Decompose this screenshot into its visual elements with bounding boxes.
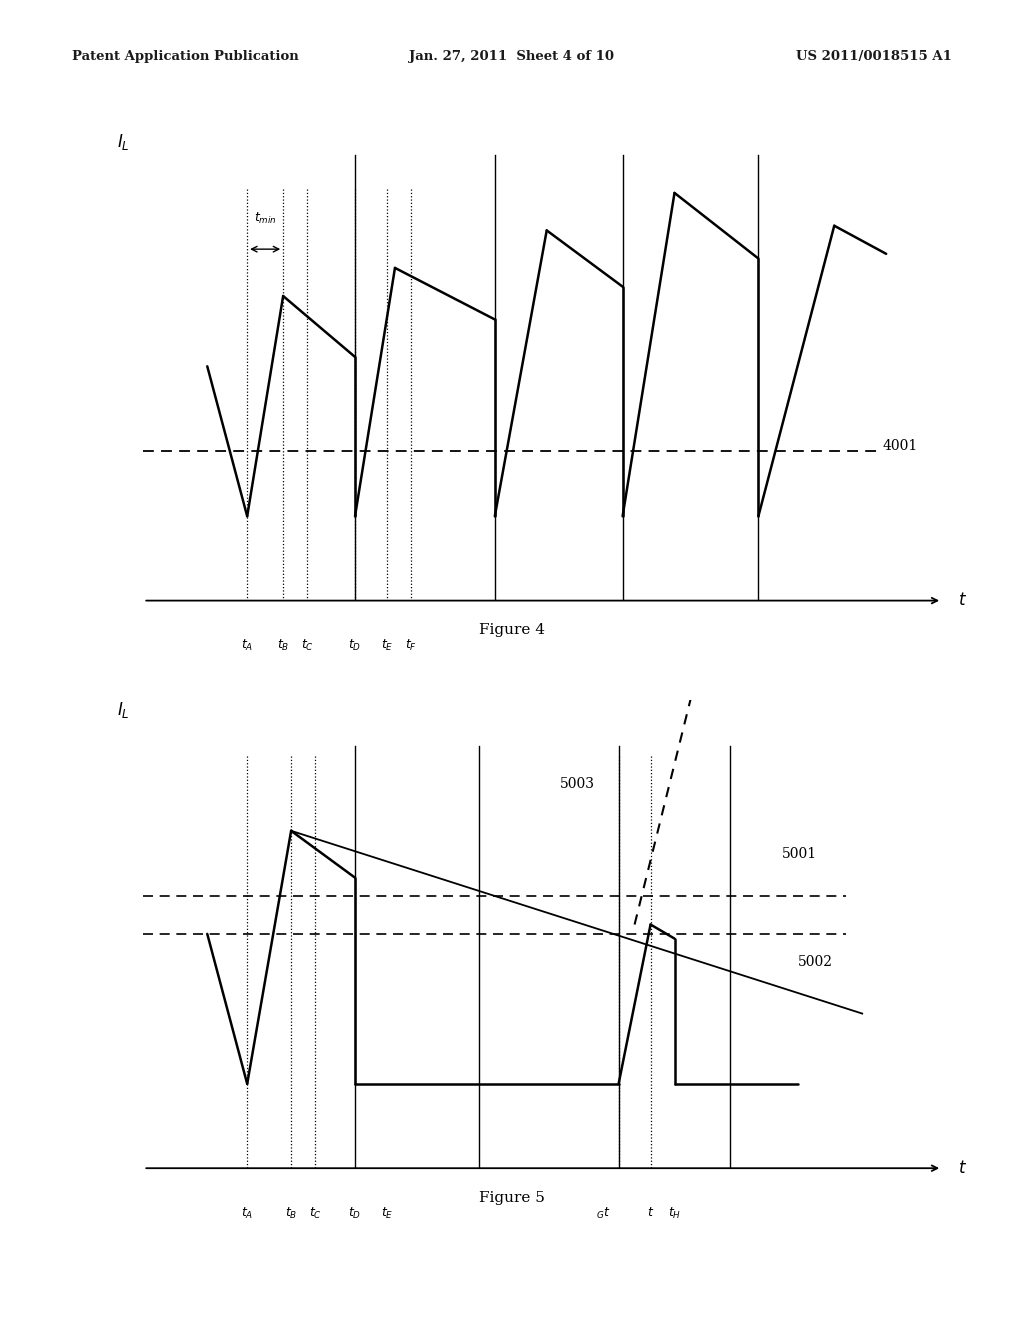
Text: $t_D$: $t_D$: [348, 638, 361, 653]
Text: $t_C$: $t_C$: [301, 638, 313, 653]
Text: $t_D$: $t_D$: [348, 1205, 361, 1221]
Text: $t_A$: $t_A$: [241, 1205, 253, 1221]
Text: $t_{min}$: $t_{min}$: [254, 211, 276, 226]
Text: $t$: $t$: [647, 1205, 654, 1218]
Text: $I_L$: $I_L$: [117, 700, 130, 719]
Text: Figure 4: Figure 4: [479, 623, 545, 638]
Text: $_Gt$: $_Gt$: [596, 1205, 610, 1221]
Text: 5001: 5001: [782, 847, 817, 861]
Text: $t_F$: $t_F$: [404, 638, 417, 653]
Text: $t_B$: $t_B$: [276, 638, 290, 653]
Text: Jan. 27, 2011  Sheet 4 of 10: Jan. 27, 2011 Sheet 4 of 10: [410, 50, 614, 63]
Text: 5003: 5003: [560, 777, 595, 791]
Text: Patent Application Publication: Patent Application Publication: [72, 50, 298, 63]
Text: $t_B$: $t_B$: [285, 1205, 297, 1221]
Text: $t_E$: $t_E$: [381, 1205, 393, 1221]
Text: US 2011/0018515 A1: US 2011/0018515 A1: [797, 50, 952, 63]
Text: 4001: 4001: [883, 440, 918, 453]
Text: $t$: $t$: [958, 593, 967, 609]
Text: $I_L$: $I_L$: [117, 132, 130, 152]
Text: $t_E$: $t_E$: [381, 638, 393, 653]
Text: $t_H$: $t_H$: [668, 1205, 681, 1221]
Text: $t$: $t$: [958, 1160, 967, 1176]
Text: 5002: 5002: [799, 954, 834, 969]
Text: $t_A$: $t_A$: [241, 638, 253, 653]
Text: Figure 5: Figure 5: [479, 1191, 545, 1205]
Text: $t_C$: $t_C$: [308, 1205, 322, 1221]
